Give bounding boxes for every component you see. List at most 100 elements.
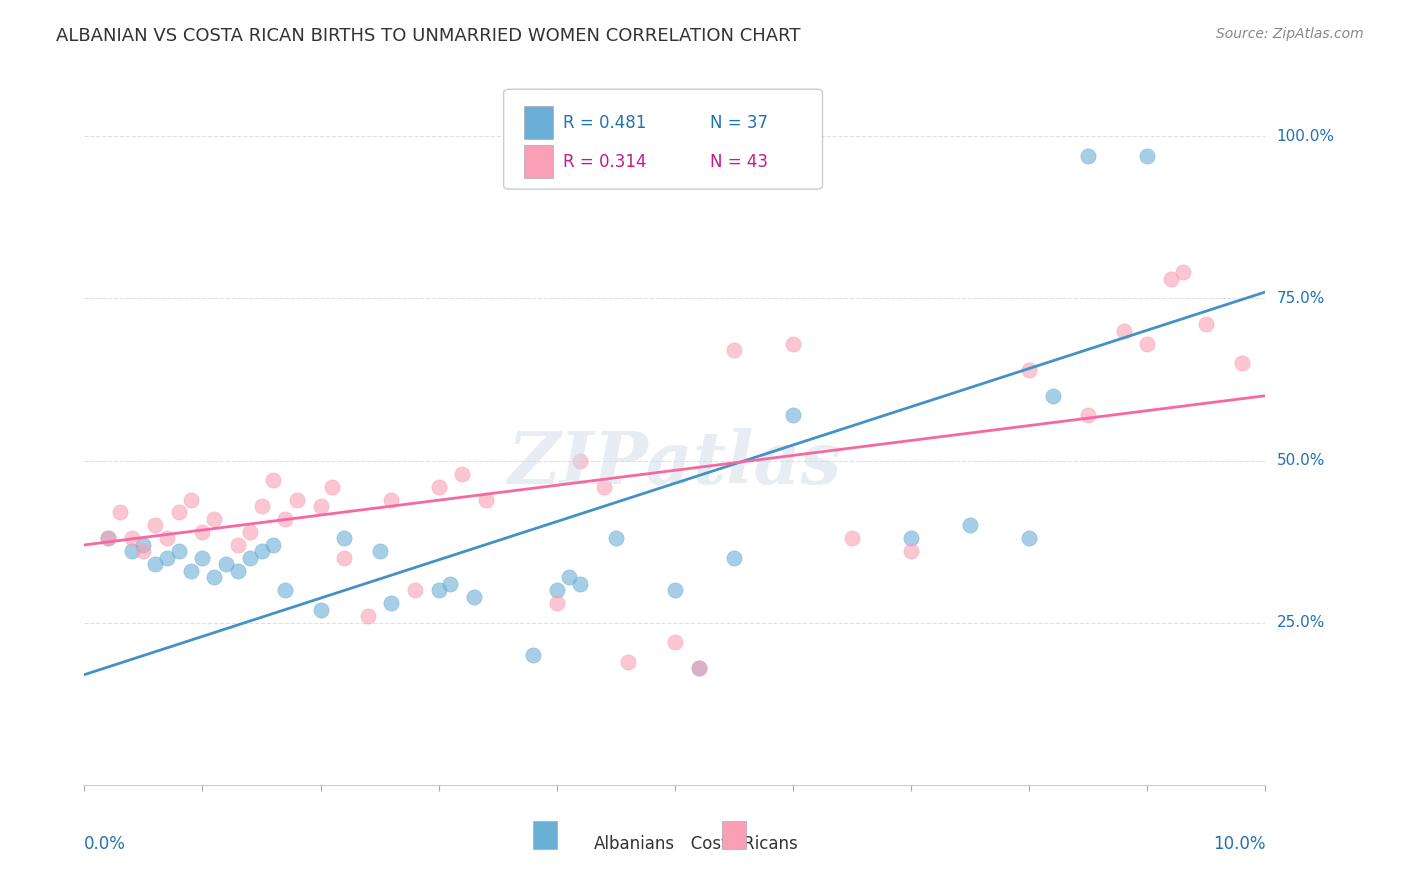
Bar — [723, 821, 745, 849]
Text: Costa Ricans: Costa Ricans — [675, 835, 797, 853]
Point — [285, 492, 308, 507]
Point — [274, 512, 297, 526]
Point — [546, 596, 568, 610]
Point — [616, 655, 638, 669]
Point — [191, 550, 214, 565]
Point — [782, 336, 804, 351]
Point — [451, 467, 474, 481]
Point — [156, 550, 179, 565]
Point — [97, 532, 120, 546]
Text: ZIPatlas: ZIPatlas — [508, 428, 842, 500]
Point — [121, 532, 143, 546]
Point — [132, 544, 155, 558]
Point — [239, 550, 262, 565]
Point — [664, 583, 686, 598]
Point — [262, 473, 284, 487]
Point — [167, 506, 190, 520]
Point — [900, 544, 922, 558]
Text: Source: ZipAtlas.com: Source: ZipAtlas.com — [1216, 27, 1364, 41]
Point — [321, 479, 343, 493]
Point — [1230, 356, 1253, 370]
Point — [557, 570, 579, 584]
Point — [688, 661, 710, 675]
Point — [333, 532, 356, 546]
Point — [274, 583, 297, 598]
Point — [841, 532, 863, 546]
Point — [1171, 265, 1194, 279]
Bar — [523, 145, 553, 178]
Point — [309, 603, 332, 617]
Point — [439, 577, 461, 591]
Point — [368, 544, 391, 558]
Point — [463, 590, 485, 604]
Point — [427, 583, 450, 598]
Point — [97, 532, 120, 546]
Point — [688, 661, 710, 675]
Point — [226, 538, 249, 552]
Point — [357, 609, 380, 624]
Point — [380, 492, 402, 507]
Point — [1042, 389, 1064, 403]
Point — [262, 538, 284, 552]
Point — [1112, 324, 1135, 338]
Point — [132, 538, 155, 552]
Text: R = 0.314: R = 0.314 — [562, 153, 647, 171]
Point — [202, 512, 225, 526]
Point — [167, 544, 190, 558]
Point — [664, 635, 686, 649]
Point — [900, 532, 922, 546]
Point — [250, 544, 273, 558]
Point — [605, 532, 627, 546]
Point — [1160, 272, 1182, 286]
Point — [522, 648, 544, 663]
Text: 10.0%: 10.0% — [1213, 835, 1265, 853]
Point — [215, 558, 238, 572]
Point — [121, 544, 143, 558]
Point — [226, 564, 249, 578]
Text: R = 0.481: R = 0.481 — [562, 114, 645, 132]
Point — [569, 453, 592, 467]
Point — [782, 408, 804, 422]
Point — [1195, 318, 1218, 332]
Point — [250, 499, 273, 513]
Point — [1018, 532, 1040, 546]
Text: Albanians: Albanians — [593, 835, 675, 853]
Point — [404, 583, 426, 598]
Point — [1077, 149, 1099, 163]
Text: N = 43: N = 43 — [710, 153, 768, 171]
Text: 50.0%: 50.0% — [1277, 453, 1324, 468]
Point — [202, 570, 225, 584]
Text: ALBANIAN VS COSTA RICAN BIRTHS TO UNMARRIED WOMEN CORRELATION CHART: ALBANIAN VS COSTA RICAN BIRTHS TO UNMARR… — [56, 27, 801, 45]
FancyBboxPatch shape — [503, 89, 823, 189]
Text: 0.0%: 0.0% — [84, 835, 127, 853]
Point — [309, 499, 332, 513]
Point — [723, 343, 745, 358]
Point — [959, 518, 981, 533]
Point — [546, 583, 568, 598]
Bar — [533, 821, 557, 849]
Point — [333, 550, 356, 565]
Point — [723, 550, 745, 565]
Point — [593, 479, 616, 493]
Point — [1136, 149, 1159, 163]
Point — [156, 532, 179, 546]
Point — [475, 492, 498, 507]
Point — [1136, 336, 1159, 351]
Point — [239, 524, 262, 539]
Point — [380, 596, 402, 610]
Bar — [523, 105, 553, 139]
Point — [180, 492, 202, 507]
Point — [143, 558, 166, 572]
Point — [108, 506, 131, 520]
Point — [191, 524, 214, 539]
Point — [180, 564, 202, 578]
Text: 100.0%: 100.0% — [1277, 128, 1334, 144]
Text: 75.0%: 75.0% — [1277, 291, 1324, 306]
Text: 25.0%: 25.0% — [1277, 615, 1324, 631]
Point — [1077, 408, 1099, 422]
Point — [143, 518, 166, 533]
Point — [569, 577, 592, 591]
Text: N = 37: N = 37 — [710, 114, 768, 132]
Point — [427, 479, 450, 493]
Point — [1018, 363, 1040, 377]
